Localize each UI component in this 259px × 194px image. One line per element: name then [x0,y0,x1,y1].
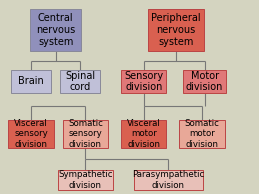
Text: Sensory
division: Sensory division [124,71,163,92]
Text: Sympathetic
division: Sympathetic division [58,170,113,190]
Text: Central
nervous
system: Central nervous system [36,13,75,47]
FancyBboxPatch shape [11,70,51,93]
FancyBboxPatch shape [8,120,54,148]
Text: Somatic
sensory
division: Somatic sensory division [68,119,103,149]
FancyBboxPatch shape [148,9,204,51]
Text: Visceral
motor
division: Visceral motor division [127,119,161,149]
FancyBboxPatch shape [183,70,226,93]
Text: Brain: Brain [18,76,44,87]
Text: Visceral
sensory
division: Visceral sensory division [14,119,48,149]
Text: Motor
division: Motor division [186,71,223,92]
FancyBboxPatch shape [134,170,203,190]
Text: Spinal
cord: Spinal cord [65,71,95,92]
Text: Parasympathetic
division: Parasympathetic division [132,170,204,190]
FancyBboxPatch shape [121,120,167,148]
FancyBboxPatch shape [31,9,81,51]
FancyBboxPatch shape [60,70,100,93]
FancyBboxPatch shape [63,120,108,148]
Text: Peripheral
nervous
system: Peripheral nervous system [151,13,201,47]
Text: Somatic
motor
division: Somatic motor division [185,119,219,149]
FancyBboxPatch shape [121,70,167,93]
FancyBboxPatch shape [179,120,225,148]
FancyBboxPatch shape [58,170,113,190]
